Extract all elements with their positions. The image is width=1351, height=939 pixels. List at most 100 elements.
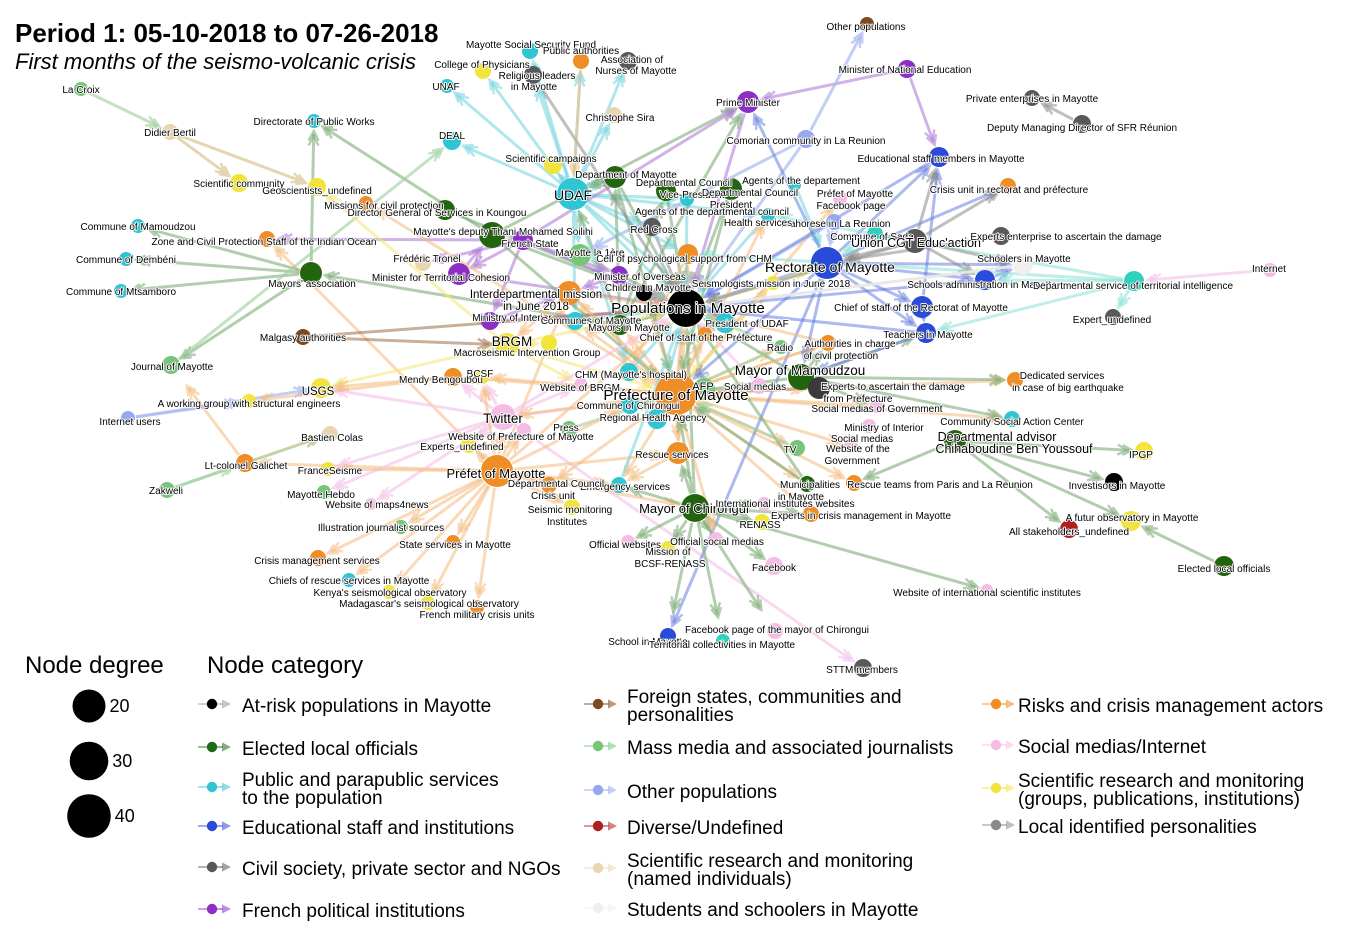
svg-text:in case of big earthquake: in case of big earthquake xyxy=(1012,383,1124,394)
svg-text:Chief of staff of the Rectorat: Chief of staff of the Rectorat of Mayott… xyxy=(834,303,1008,314)
svg-text:Illustration journalist source: Illustration journalist sources xyxy=(318,523,444,534)
svg-text:Territorial collectivities in: Territorial collectivities in Mayotte xyxy=(649,640,796,651)
svg-text:Website of Préfecture of Mayot: Website of Préfecture of Mayotte xyxy=(448,432,594,443)
svg-text:Scientific community: Scientific community xyxy=(193,179,284,190)
svg-text:Departmental service of territ: Departmental service of territorial inte… xyxy=(1033,281,1234,292)
svg-text:Departmental Council: Departmental Council xyxy=(508,479,604,490)
svg-text:Other populations: Other populations xyxy=(827,22,906,33)
svg-text:Experts_undefined: Experts_undefined xyxy=(420,442,503,453)
svg-text:Geoscientists_undefined: Geoscientists_undefined xyxy=(262,186,372,197)
svg-text:Macroseismic Intervention Grou: Macroseismic Intervention Group xyxy=(454,348,601,359)
svg-text:Students and schoolers in Mayo: Students and schoolers in Mayotte xyxy=(627,900,919,921)
svg-text:Rescue services: Rescue services xyxy=(635,450,708,461)
svg-text:Civil society, private sector: Civil society, private sector and NGOs xyxy=(242,859,561,880)
svg-text:Chihaboudine Ben Youssouf: Chihaboudine Ben Youssouf xyxy=(935,442,1093,456)
svg-text:Schools administration in Mayo: Schools administration in Mayotte xyxy=(907,280,1057,291)
svg-text:Préfecture of Mayotte: Préfecture of Mayotte xyxy=(603,387,748,404)
svg-text:Mission of: Mission of xyxy=(645,547,690,558)
svg-text:Social medias: Social medias xyxy=(724,382,786,393)
svg-text:Elected local officials: Elected local officials xyxy=(1178,564,1271,575)
svg-text:Minister of Overseas: Minister of Overseas xyxy=(594,272,686,283)
svg-text:Schoolers in Mayotte: Schoolers in Mayotte xyxy=(977,254,1071,265)
svg-text:40: 40 xyxy=(115,806,135,826)
svg-text:Préfet of Mayotte: Préfet of Mayotte xyxy=(817,189,894,200)
svg-text:Mayotte Social Security Fund: Mayotte Social Security Fund xyxy=(466,40,596,51)
svg-text:USGS: USGS xyxy=(302,386,335,398)
svg-text:Mayor of Mamoudzou: Mayor of Mamoudzou xyxy=(735,363,866,378)
svg-text:Red Cross: Red Cross xyxy=(630,225,677,236)
svg-text:Agents of the departmental cou: Agents of the departmental council xyxy=(635,207,789,218)
svg-text:Zone and Civil Protection Staf: Zone and Civil Protection Staff of the I… xyxy=(152,237,377,248)
svg-text:Node degree: Node degree xyxy=(25,652,164,679)
svg-text:At-risk populations in Mayotte: At-risk populations in Mayotte xyxy=(242,696,491,717)
svg-text:Municipalities: Municipalities xyxy=(780,480,840,491)
svg-text:Educational staff and institut: Educational staff and institutions xyxy=(242,818,514,839)
svg-text:Period 1: 05-10-2018 to 07-26-: Period 1: 05-10-2018 to 07-26-2018 xyxy=(15,18,438,48)
svg-text:Diverse/Undefined: Diverse/Undefined xyxy=(627,818,783,839)
svg-text:Union CGT Educ'action: Union CGT Educ'action xyxy=(851,236,981,250)
svg-text:Journal of Mayotte: Journal of Mayotte xyxy=(131,362,214,373)
svg-text:Malgasy authorities: Malgasy authorities xyxy=(260,333,346,344)
svg-text:Mayotte's deputy Thani Mohamed: Mayotte's deputy Thani Mohamed Soilihi xyxy=(413,227,593,238)
svg-text:Crisis management services: Crisis management services xyxy=(254,556,380,567)
svg-text:Frédéric Tronel: Frédéric Tronel xyxy=(393,254,460,265)
svg-text:Public authorities: Public authorities xyxy=(543,46,619,57)
svg-text:State services in Mayotte: State services in Mayotte xyxy=(399,540,511,551)
svg-text:Mass media and associated jour: Mass media and associated journalists xyxy=(627,738,953,759)
svg-text:Commune of Dembéni: Commune of Dembéni xyxy=(76,255,176,266)
svg-text:Rectorate of Mayotte: Rectorate of Mayotte xyxy=(765,259,895,275)
svg-text:Rescue teams from Paris and La: Rescue teams from Paris and La Reunion xyxy=(847,480,1033,491)
svg-text:Seismologists mission in June: Seismologists mission in June 2018 xyxy=(692,279,851,290)
svg-text:Madagascar's seismological obs: Madagascar's seismological observatory xyxy=(339,599,519,610)
svg-text:Scientific research and monito: Scientific research and monitoring xyxy=(1018,771,1304,792)
svg-text:Internet users: Internet users xyxy=(99,417,160,428)
svg-text:Social medias/Internet: Social medias/Internet xyxy=(1018,737,1207,758)
svg-text:Twitter: Twitter xyxy=(483,411,523,426)
svg-text:Facebook: Facebook xyxy=(752,563,797,574)
svg-text:International institutes websi: International institutes websites xyxy=(716,499,855,510)
svg-text:Commune of Mtsamboro: Commune of Mtsamboro xyxy=(66,287,176,298)
svg-text:Interdepartmental mission: Interdepartmental mission xyxy=(470,289,602,301)
svg-text:Deputy Managing Director of SF: Deputy Managing Director of SFR Réunion xyxy=(987,123,1177,134)
svg-text:All stakeholders_undefined: All stakeholders_undefined xyxy=(1009,527,1129,538)
svg-text:La Croix: La Croix xyxy=(62,85,99,96)
svg-text:Mayotte Hebdo: Mayotte Hebdo xyxy=(287,490,355,501)
svg-text:Crisis unit in rectorat and pr: Crisis unit in rectorat and préfecture xyxy=(930,185,1089,196)
svg-text:BRGM: BRGM xyxy=(492,334,533,349)
svg-text:Minister of National Education: Minister of National Education xyxy=(839,65,972,76)
svg-text:Mayor of Chirongui: Mayor of Chirongui xyxy=(639,501,749,516)
svg-text:Populations in Mayotte: Populations in Mayotte xyxy=(611,300,765,317)
svg-text:Agents of the departement: Agents of the departement xyxy=(742,176,860,187)
svg-text:Cell of psychological support: Cell of psychological support from CHM xyxy=(596,254,772,265)
svg-text:Public and parapublic services: Public and parapublic services xyxy=(242,770,499,791)
svg-text:Community Social Action Center: Community Social Action Center xyxy=(940,417,1084,428)
svg-text:(named individuals): (named individuals) xyxy=(627,869,792,890)
svg-text:Teachers in Mayotte: Teachers in Mayotte xyxy=(883,330,973,341)
svg-text:Commune of Chirongui: Commune of Chirongui xyxy=(577,401,680,412)
svg-text:Director General of Services i: Director General of Services in Koungou xyxy=(348,208,527,219)
svg-text:Expert_undefined: Expert_undefined xyxy=(1073,315,1151,326)
svg-text:Didier Bertil: Didier Bertil xyxy=(144,128,196,139)
svg-text:in June 2018: in June 2018 xyxy=(503,301,569,313)
svg-text:Social medias of Government: Social medias of Government xyxy=(811,404,942,415)
svg-text:Other populations: Other populations xyxy=(627,782,777,803)
svg-text:UDAF: UDAF xyxy=(554,187,592,203)
svg-text:Scientific campaigns: Scientific campaigns xyxy=(505,154,596,165)
svg-text:Foreign states, communities an: Foreign states, communities and xyxy=(627,687,902,708)
svg-text:STTM members: STTM members xyxy=(826,665,898,676)
svg-text:Radio: Radio xyxy=(767,343,794,354)
svg-text:Press: Press xyxy=(553,423,579,434)
svg-text:AFP: AFP xyxy=(692,381,713,393)
svg-text:Religious leaders: Religious leaders xyxy=(499,71,576,82)
svg-text:Mayors' association: Mayors' association xyxy=(268,279,356,290)
svg-text:TV: TV xyxy=(784,445,797,456)
svg-text:Authorities in charge: Authorities in charge xyxy=(804,339,896,350)
svg-text:Ministry of Interior: Ministry of Interior xyxy=(844,423,924,434)
svg-text:Private enterprises in Mayotte: Private enterprises in Mayotte xyxy=(966,94,1099,105)
svg-text:Facebook page of the mayor of: Facebook page of the mayor of Chirongui xyxy=(685,625,869,636)
svg-text:in Mayotte: in Mayotte xyxy=(511,82,558,93)
svg-text:UNAF: UNAF xyxy=(432,82,459,93)
svg-text:A working group with structura: A working group with structural engineer… xyxy=(158,399,341,410)
svg-text:Departmental Council: Departmental Council xyxy=(702,188,798,199)
svg-text:Internet: Internet xyxy=(1252,264,1286,275)
